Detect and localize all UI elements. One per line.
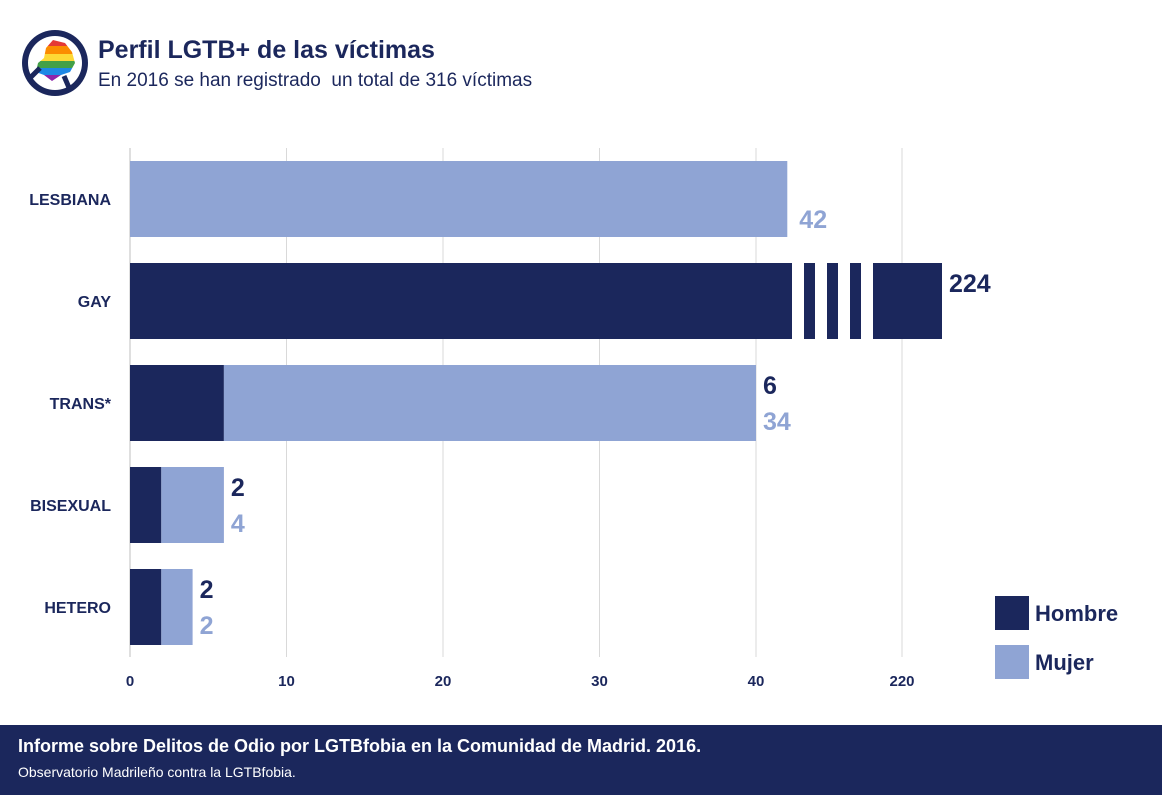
bar-hombre-hetero bbox=[130, 569, 162, 645]
data-label-hombre: 2 bbox=[200, 576, 214, 604]
legend-swatch-mujer bbox=[995, 645, 1029, 679]
footer-title: Informe sobre Delitos de Odio por LGTBfo… bbox=[18, 736, 702, 756]
y-category-label: TRANS* bbox=[50, 396, 112, 413]
legend-label-hombre: Hombre bbox=[1035, 601, 1118, 626]
bar-hombre-gay bbox=[130, 263, 792, 339]
footer: Informe sobre Delitos de Odio por LGTBfo… bbox=[0, 725, 1162, 795]
x-tick-label: 0 bbox=[126, 673, 134, 690]
x-tick-label: 30 bbox=[591, 673, 608, 690]
bar-hombre-gay bbox=[873, 263, 942, 339]
bar-mujer-hetero bbox=[161, 569, 193, 645]
bar-hombre-gay bbox=[804, 263, 815, 339]
bar-hombre-gay bbox=[850, 263, 861, 339]
data-label-mujer: 2 bbox=[200, 612, 214, 640]
data-label-mujer: 4 bbox=[231, 510, 245, 538]
data-label-hombre: 6 bbox=[763, 372, 777, 400]
y-category-label: LESBIANA bbox=[29, 192, 111, 209]
legend-swatch-hombre bbox=[995, 596, 1029, 630]
x-tick-label: 220 bbox=[889, 673, 914, 690]
bar-mujer-bisexual bbox=[161, 467, 224, 543]
x-tick-label: 40 bbox=[748, 673, 765, 690]
x-tick-label: 20 bbox=[435, 673, 452, 690]
bar-hombre-trans bbox=[130, 365, 224, 441]
bar-chart: 0 10 20 30 40 220LESBIANA42GAY224TRANS*634BIS… bbox=[29, 148, 1118, 690]
data-label-mujer: 34 bbox=[763, 408, 791, 436]
data-label-hombre: 2 bbox=[231, 474, 245, 502]
y-category-label: BISEXUAL bbox=[30, 498, 111, 515]
y-category-label: GAY bbox=[78, 294, 112, 311]
bar-hombre-gay bbox=[827, 263, 838, 339]
bar-mujer-trans bbox=[223, 365, 756, 441]
madrid-rainbow-map-icon bbox=[22, 30, 88, 96]
y-category-label: HETERO bbox=[44, 600, 111, 617]
legend-label-mujer: Mujer bbox=[1035, 650, 1094, 675]
bar-hombre-bisexual bbox=[130, 467, 162, 543]
bar-mujer-lesbiana bbox=[130, 161, 788, 237]
data-label-mujer: 42 bbox=[799, 206, 827, 234]
chart-title: Perfil LGTB+ de las víctimas bbox=[98, 36, 435, 64]
data-label-hombre: 224 bbox=[949, 270, 991, 298]
chart-subtitle: En 2016 se han registrado un total de 31… bbox=[98, 70, 533, 91]
footer-source: Observatorio Madrileño contra la LGTBfob… bbox=[18, 764, 296, 780]
x-tick-label: 10 bbox=[278, 673, 295, 690]
